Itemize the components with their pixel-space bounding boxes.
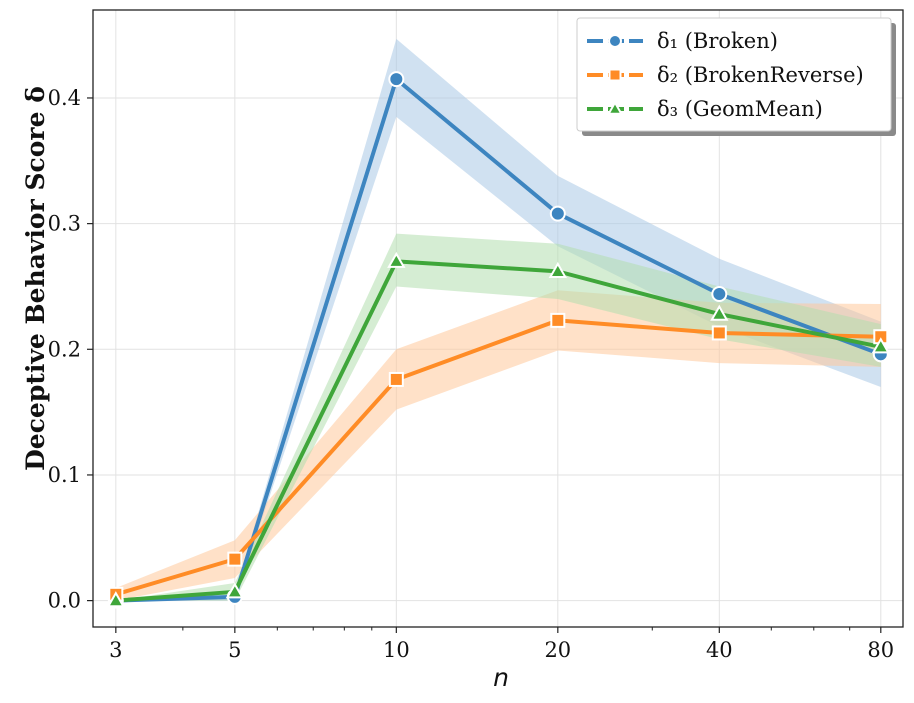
data-point-series-3-triangle [548, 261, 568, 278]
data-point-series-3-triangle [710, 304, 729, 321]
legend-label: δ₁ (Broken) [657, 29, 778, 53]
data-point-series-2-square [711, 325, 727, 341]
legend-entry: δ₁ (Broken) [587, 29, 778, 53]
x-tick-label: 10 [383, 638, 410, 662]
x-tick-label: 80 [867, 638, 894, 662]
triangle-marker [606, 100, 624, 115]
data-point-series-2-square [227, 551, 243, 567]
data-point-series-2-square [550, 312, 566, 328]
series-markers [106, 71, 890, 609]
data-point-series-3-triangle [106, 591, 126, 608]
legend-entry: δ₂ (BrokenReverse) [587, 63, 864, 87]
series-line-3 [113, 259, 883, 603]
legend-label: δ₂ (BrokenReverse) [657, 63, 864, 87]
data-point-series-1-circle [388, 71, 405, 88]
series-lines [113, 77, 883, 603]
series-line-2 [113, 318, 883, 597]
legend-entry: δ₃ (GeomMean) [587, 97, 823, 121]
y-axis-label: Deceptive Behavior Score δ [21, 86, 50, 471]
y-tick-label: 0.1 [48, 463, 81, 487]
y-tick-label: 0.4 [48, 86, 81, 110]
y-tick-label: 0.2 [48, 337, 81, 361]
y-tick-label: 0.3 [48, 212, 81, 236]
series-line-1 [113, 77, 883, 603]
x-axis-ticks: 3 5 10 20 40 80 [109, 627, 894, 662]
data-point-series-2-square [388, 371, 404, 387]
data-point-series-3-triangle [871, 337, 890, 354]
legend-label: δ₃ (GeomMean) [657, 97, 823, 121]
data-point-series-3-triangle [387, 251, 406, 268]
y-axis-ticks: 0.0 0.1 0.2 0.3 0.4 [48, 86, 93, 613]
x-axis-label: n [493, 663, 509, 692]
confidence-band-series-3 [115, 233, 881, 601]
legend-box [576, 17, 892, 132]
data-point-series-1-circle [711, 285, 728, 302]
plot-frame [92, 9, 904, 628]
legend: δ₁ (Broken) δ₂ (BrokenReverse) δ₃ (GeomMea… [576, 17, 896, 136]
square-marker [608, 68, 622, 82]
circle-marker [608, 34, 622, 48]
y-tick-label: 0.0 [48, 589, 81, 613]
x-tick-label: 3 [109, 638, 122, 662]
x-tick-label: 5 [228, 638, 241, 662]
x-tick-label: 20 [544, 638, 571, 662]
data-point-series-1-circle [549, 205, 566, 222]
data-point-series-3-triangle [225, 582, 245, 599]
x-tick-label: 40 [706, 638, 733, 662]
